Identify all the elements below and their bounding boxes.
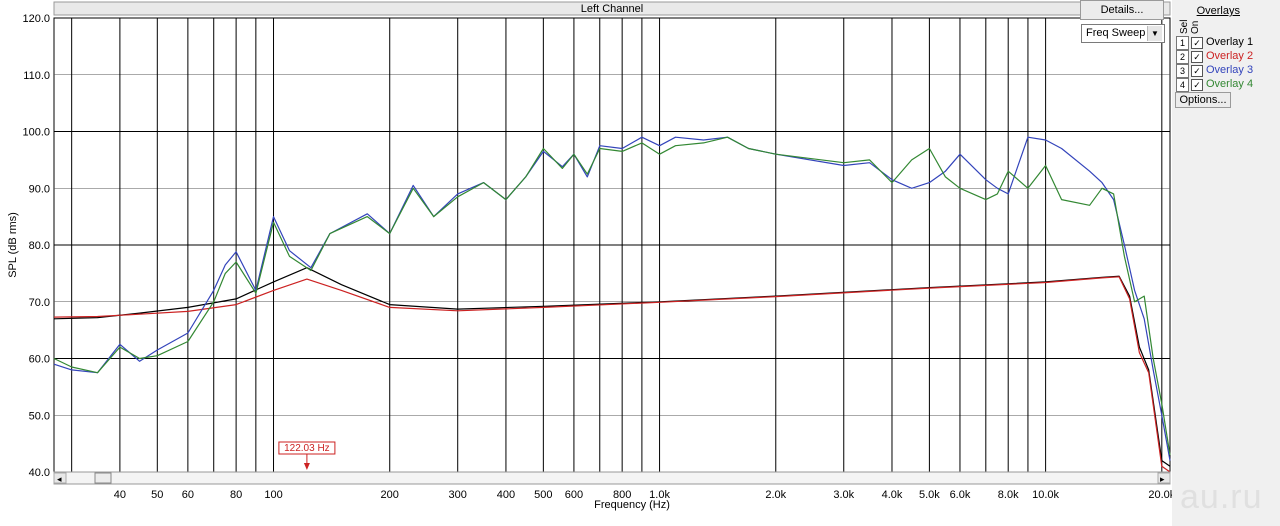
title-bar (53, 1, 1171, 16)
y-axis: 120.0 110.0 100.0 90.0 80.0 70.0 60.0 50.0 40.0 (22, 13, 50, 479)
scroll-left-icon: ◂ (57, 474, 62, 484)
chart-title: Left Channel (581, 3, 643, 15)
overlay-checkbox-3[interactable]: ✓ (1191, 65, 1203, 77)
x-axis-label: Frequency (Hz) (594, 499, 670, 511)
x-tick-label: 40 (114, 489, 126, 501)
y-tick-label: 100.0 (22, 127, 50, 139)
x-tick-label: 50 (151, 489, 163, 501)
sweep-select[interactable]: Freq Sweep ▼ (1081, 24, 1165, 43)
overlay-checkbox-1[interactable]: ✓ (1191, 37, 1203, 49)
x-tick-label: 300 (449, 489, 467, 501)
overlay-label-1: Overlay 1 (1206, 36, 1254, 48)
overlay-row-4: 4 ✓ Overlay 4 (1176, 78, 1280, 92)
overlay-label-2: Overlay 2 (1206, 50, 1254, 62)
series-line-1 (53, 267, 1171, 467)
x-tick-label: 10.0k (1032, 489, 1059, 501)
overlay-select-2[interactable]: 2 (1176, 50, 1189, 64)
sweep-select-value: Freq Sweep (1086, 27, 1146, 39)
x-tick-label: 80 (230, 489, 242, 501)
scrollbar[interactable] (53, 471, 1171, 485)
y-tick-label: 70.0 (29, 297, 50, 309)
scroll-thumb[interactable] (94, 472, 112, 484)
marker-label: 122.03 Hz (284, 443, 330, 454)
y-tick-label: 50.0 (29, 410, 50, 422)
scroll-left-button[interactable] (53, 472, 67, 484)
y-tick-label: 90.0 (29, 183, 50, 195)
x-tick-label: 800 (613, 489, 631, 501)
x-tick-label: 2.0k (765, 489, 786, 501)
y-tick-label: 40.0 (29, 467, 50, 479)
y-tick-label: 110.0 (23, 70, 50, 82)
scroll-right-icon: ▸ (1160, 474, 1165, 484)
overlay-checkbox-4[interactable]: ✓ (1191, 79, 1203, 91)
x-tick-label: 5.0k (919, 489, 940, 501)
options-button[interactable]: Options... (1175, 92, 1231, 108)
x-tick-label: 8.0k (998, 489, 1019, 501)
overlay-label-4: Overlay 4 (1206, 78, 1254, 90)
x-tick-label: 1.0k (649, 489, 670, 501)
x-axis: 40 50 60 80 100 200 300 400 500 600 800 1.0k 2.0k 3.0… (114, 489, 1172, 501)
frequency-marker: 122.03 Hz (278, 441, 336, 470)
sel-column-header: Sel (1179, 19, 1190, 34)
x-tick-label: 400 (497, 489, 515, 501)
y-tick-label: 80.0 (29, 240, 50, 252)
on-column-header: On (1190, 20, 1201, 34)
overlay-select-4[interactable]: 4 (1176, 78, 1189, 92)
marker-arrow-icon (303, 463, 310, 470)
overlay-select-3[interactable]: 3 (1176, 64, 1189, 78)
x-tick-label: 6.0k (950, 489, 971, 501)
x-tick-label: 3.0k (833, 489, 854, 501)
x-tick-label: 4.0k (882, 489, 903, 501)
watermark: au.ru (1180, 478, 1263, 516)
x-tick-label: 500 (534, 489, 552, 501)
series-layer (53, 136, 1171, 473)
x-tick-label: 200 (381, 489, 399, 501)
chart: Left Channel 120.0 110.0 100.0 90.0 80.0 70.0… (7, 1, 1172, 511)
x-tick-label: 600 (565, 489, 583, 501)
overlay-checkbox-2[interactable]: ✓ (1191, 51, 1203, 63)
grid (54, 18, 1170, 472)
overlay-row-1: 1 ✓ Overlay 1 (1176, 36, 1280, 50)
y-tick-label: 120.0 (22, 13, 50, 25)
overlay-label-3: Overlay 3 (1206, 64, 1254, 76)
x-tick-label: 100 (264, 489, 282, 501)
chevron-down-icon: ▼ (1147, 26, 1162, 41)
series-line-4 (53, 136, 1171, 456)
overlay-select-1[interactable]: 1 (1176, 36, 1189, 50)
details-button[interactable]: Details... (1080, 0, 1164, 20)
side-panel (1172, 0, 1280, 526)
y-tick-label: 60.0 (29, 354, 50, 366)
overlays-title: Overlays (1196, 5, 1240, 17)
scroll-right-button[interactable] (1157, 472, 1171, 484)
overlay-row-2: 2 ✓ Overlay 2 (1176, 50, 1280, 64)
x-tick-label: 20.0k (1148, 489, 1172, 501)
x-tick-label: 60 (182, 489, 194, 501)
series-line-3 (53, 136, 1171, 461)
overlay-row-3: 3 ✓ Overlay 3 (1176, 64, 1280, 78)
series-line-2 (53, 276, 1171, 473)
y-axis-label: SPL (dB rms) (7, 212, 19, 278)
